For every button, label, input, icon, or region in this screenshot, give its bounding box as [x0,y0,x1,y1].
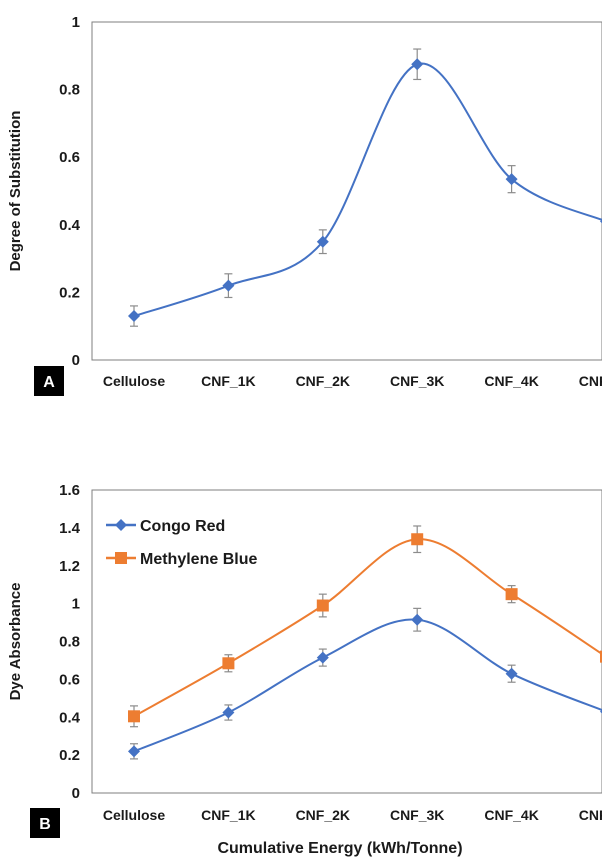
x-tick-label: CNF_4K [484,807,538,823]
x-tick-label: CNF_4K [484,373,538,389]
y-tick-label: 0.4 [59,217,81,234]
x-tick-label: CNF_3K [390,807,444,823]
series-line [133,538,602,718]
chart-panel-b: 0 0.2 0.4 0.6 0.8 1 1.2 1.4 1.6 Cellulose CNF_1K CN… [7,482,602,857]
plot-area [91,489,602,794]
legend-marker [115,552,127,564]
x-tick-label: Cellulose [103,373,165,389]
legend-label: Congo Red [140,518,225,535]
x-tick-label: CNF_2K [296,373,350,389]
panel-label: A [43,374,55,391]
data-point [411,533,424,546]
data-point [505,173,518,186]
x-tick-label: CNF_1K [201,807,255,823]
x-tick-label: CNF_1K [201,373,255,389]
x-axis-label: Cumulative Energy (kWh/Tonne) [217,840,462,857]
y-tick-label: 1.6 [59,482,80,499]
x-tick-label: Cellulose [103,807,165,823]
x-tick-label: CNF_2K [296,807,350,823]
x-tick-label: CNF_3K [390,373,444,389]
y-axis-label: Degree of Substitution [7,111,24,272]
y-tick-label: 0.2 [59,747,80,764]
series-line [133,618,602,753]
data-point [411,58,424,71]
y-tick-label: 0.4 [59,709,81,726]
data-point [505,667,518,680]
y-tick-label: 0.8 [59,82,80,99]
plot-area [91,21,602,361]
data-point [411,613,424,626]
panel-label: B [39,816,51,833]
y-tick-label: 0.8 [59,634,80,651]
data-point [222,706,235,719]
legend-marker [115,519,127,531]
x-tick-label: CNF_5K [579,373,602,389]
legend-label: Methylene Blue [140,551,257,568]
panel-badge [30,808,60,838]
data-point [128,310,140,323]
data-point [600,650,602,663]
data-point [505,588,518,601]
y-tick-label: 0 [72,785,80,802]
data-point [316,235,329,248]
y-tick-label: 0.6 [59,671,80,688]
x-tick-label: CNF_5K [579,807,602,823]
legend: Congo Red Methylene Blue [106,518,257,568]
y-axis-label: Dye Absorbance [7,583,24,701]
y-tick-label: 0.6 [59,149,80,166]
data-point [316,599,329,612]
data-point [128,745,140,758]
data-point [222,279,235,292]
panel-badge [34,366,64,396]
series-line [133,62,602,318]
y-tick-label: 1.2 [59,558,80,575]
chart-panel-a: 0 0.2 0.4 0.6 0.8 1 Cellulose CNF_1K CNF_2K CNF_3… [7,14,602,396]
data-point [316,651,329,664]
y-tick-label: 0 [72,352,80,369]
y-tick-label: 1 [72,14,80,31]
data-point [222,657,235,670]
y-tick-label: 1.4 [59,520,81,537]
y-tick-label: 0.2 [59,284,80,301]
data-point [128,710,140,723]
y-tick-label: 1 [72,596,80,613]
